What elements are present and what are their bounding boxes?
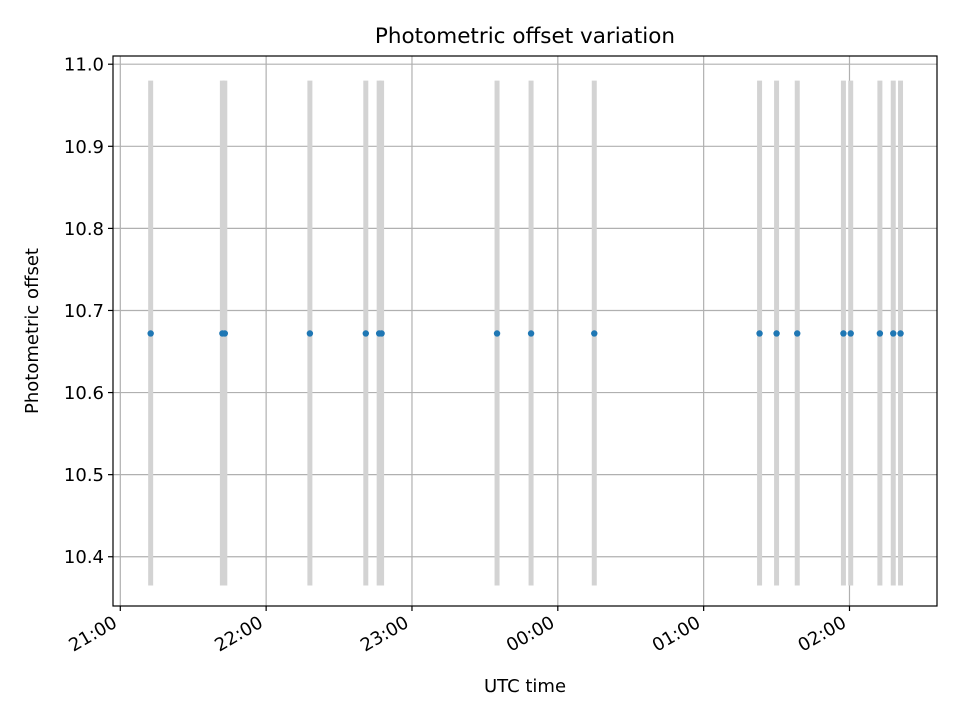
data-point [493, 330, 501, 337]
data-point [876, 330, 884, 337]
point-layer [147, 330, 904, 337]
y-tick-label: 11.0 [64, 55, 104, 76]
data-point [362, 330, 369, 337]
y-axis-label: Photometric offset [22, 248, 43, 414]
data-point [794, 330, 801, 337]
data-point [591, 330, 598, 337]
data-point [306, 330, 314, 337]
data-point [847, 330, 854, 337]
data-point [773, 330, 780, 337]
x-axis-label: UTC time [484, 676, 566, 697]
y-tick-label: 10.8 [64, 219, 104, 240]
data-point [756, 330, 763, 337]
data-point [897, 330, 904, 337]
y-tick-label: 10.5 [64, 465, 104, 486]
plot-area-frame [112, 55, 938, 607]
y-tick-label: 10.9 [64, 137, 104, 158]
y-tick-label: 10.7 [64, 301, 104, 322]
data-point [890, 330, 897, 337]
data-point [840, 330, 847, 337]
y-tick-label: 10.6 [64, 383, 104, 404]
data-point [221, 330, 229, 337]
chart-title: Photometric offset variation [375, 24, 675, 49]
data-point [147, 330, 154, 337]
y-tick-label: 10.4 [64, 547, 104, 568]
data-point [527, 330, 535, 337]
data-point [378, 330, 385, 337]
